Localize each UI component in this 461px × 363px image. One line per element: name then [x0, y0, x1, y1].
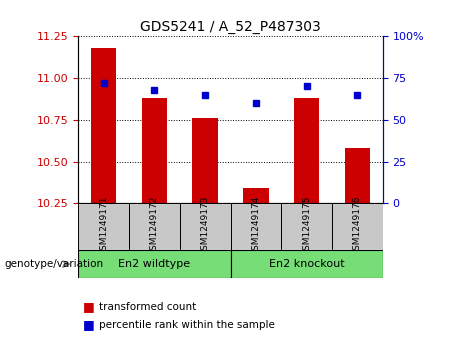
Bar [332, 203, 383, 250]
Text: transformed count: transformed count [99, 302, 196, 312]
Text: ■: ■ [83, 318, 95, 331]
Text: GSM1249176: GSM1249176 [353, 196, 362, 256]
Title: GDS5241 / A_52_P487303: GDS5241 / A_52_P487303 [140, 20, 321, 34]
Text: ■: ■ [83, 300, 95, 313]
Text: En2 wildtype: En2 wildtype [118, 259, 190, 269]
Bar [345, 148, 370, 203]
Text: GSM1249172: GSM1249172 [150, 196, 159, 256]
Bar [281, 203, 332, 250]
Bar [78, 203, 129, 250]
Bar [180, 203, 230, 250]
Bar [129, 203, 180, 250]
Text: GSM1249175: GSM1249175 [302, 196, 311, 256]
Text: genotype/variation: genotype/variation [5, 259, 104, 269]
Text: GSM1249173: GSM1249173 [201, 196, 210, 256]
Bar [294, 98, 319, 203]
Bar [142, 98, 167, 203]
Bar [230, 203, 281, 250]
Bar [91, 48, 116, 203]
Bar [193, 118, 218, 203]
Bar [230, 250, 383, 278]
Bar [243, 188, 268, 203]
Text: En2 knockout: En2 knockout [269, 259, 344, 269]
Text: GSM1249171: GSM1249171 [99, 196, 108, 256]
Text: GSM1249174: GSM1249174 [251, 196, 260, 256]
Text: percentile rank within the sample: percentile rank within the sample [99, 320, 275, 330]
Bar [78, 250, 230, 278]
